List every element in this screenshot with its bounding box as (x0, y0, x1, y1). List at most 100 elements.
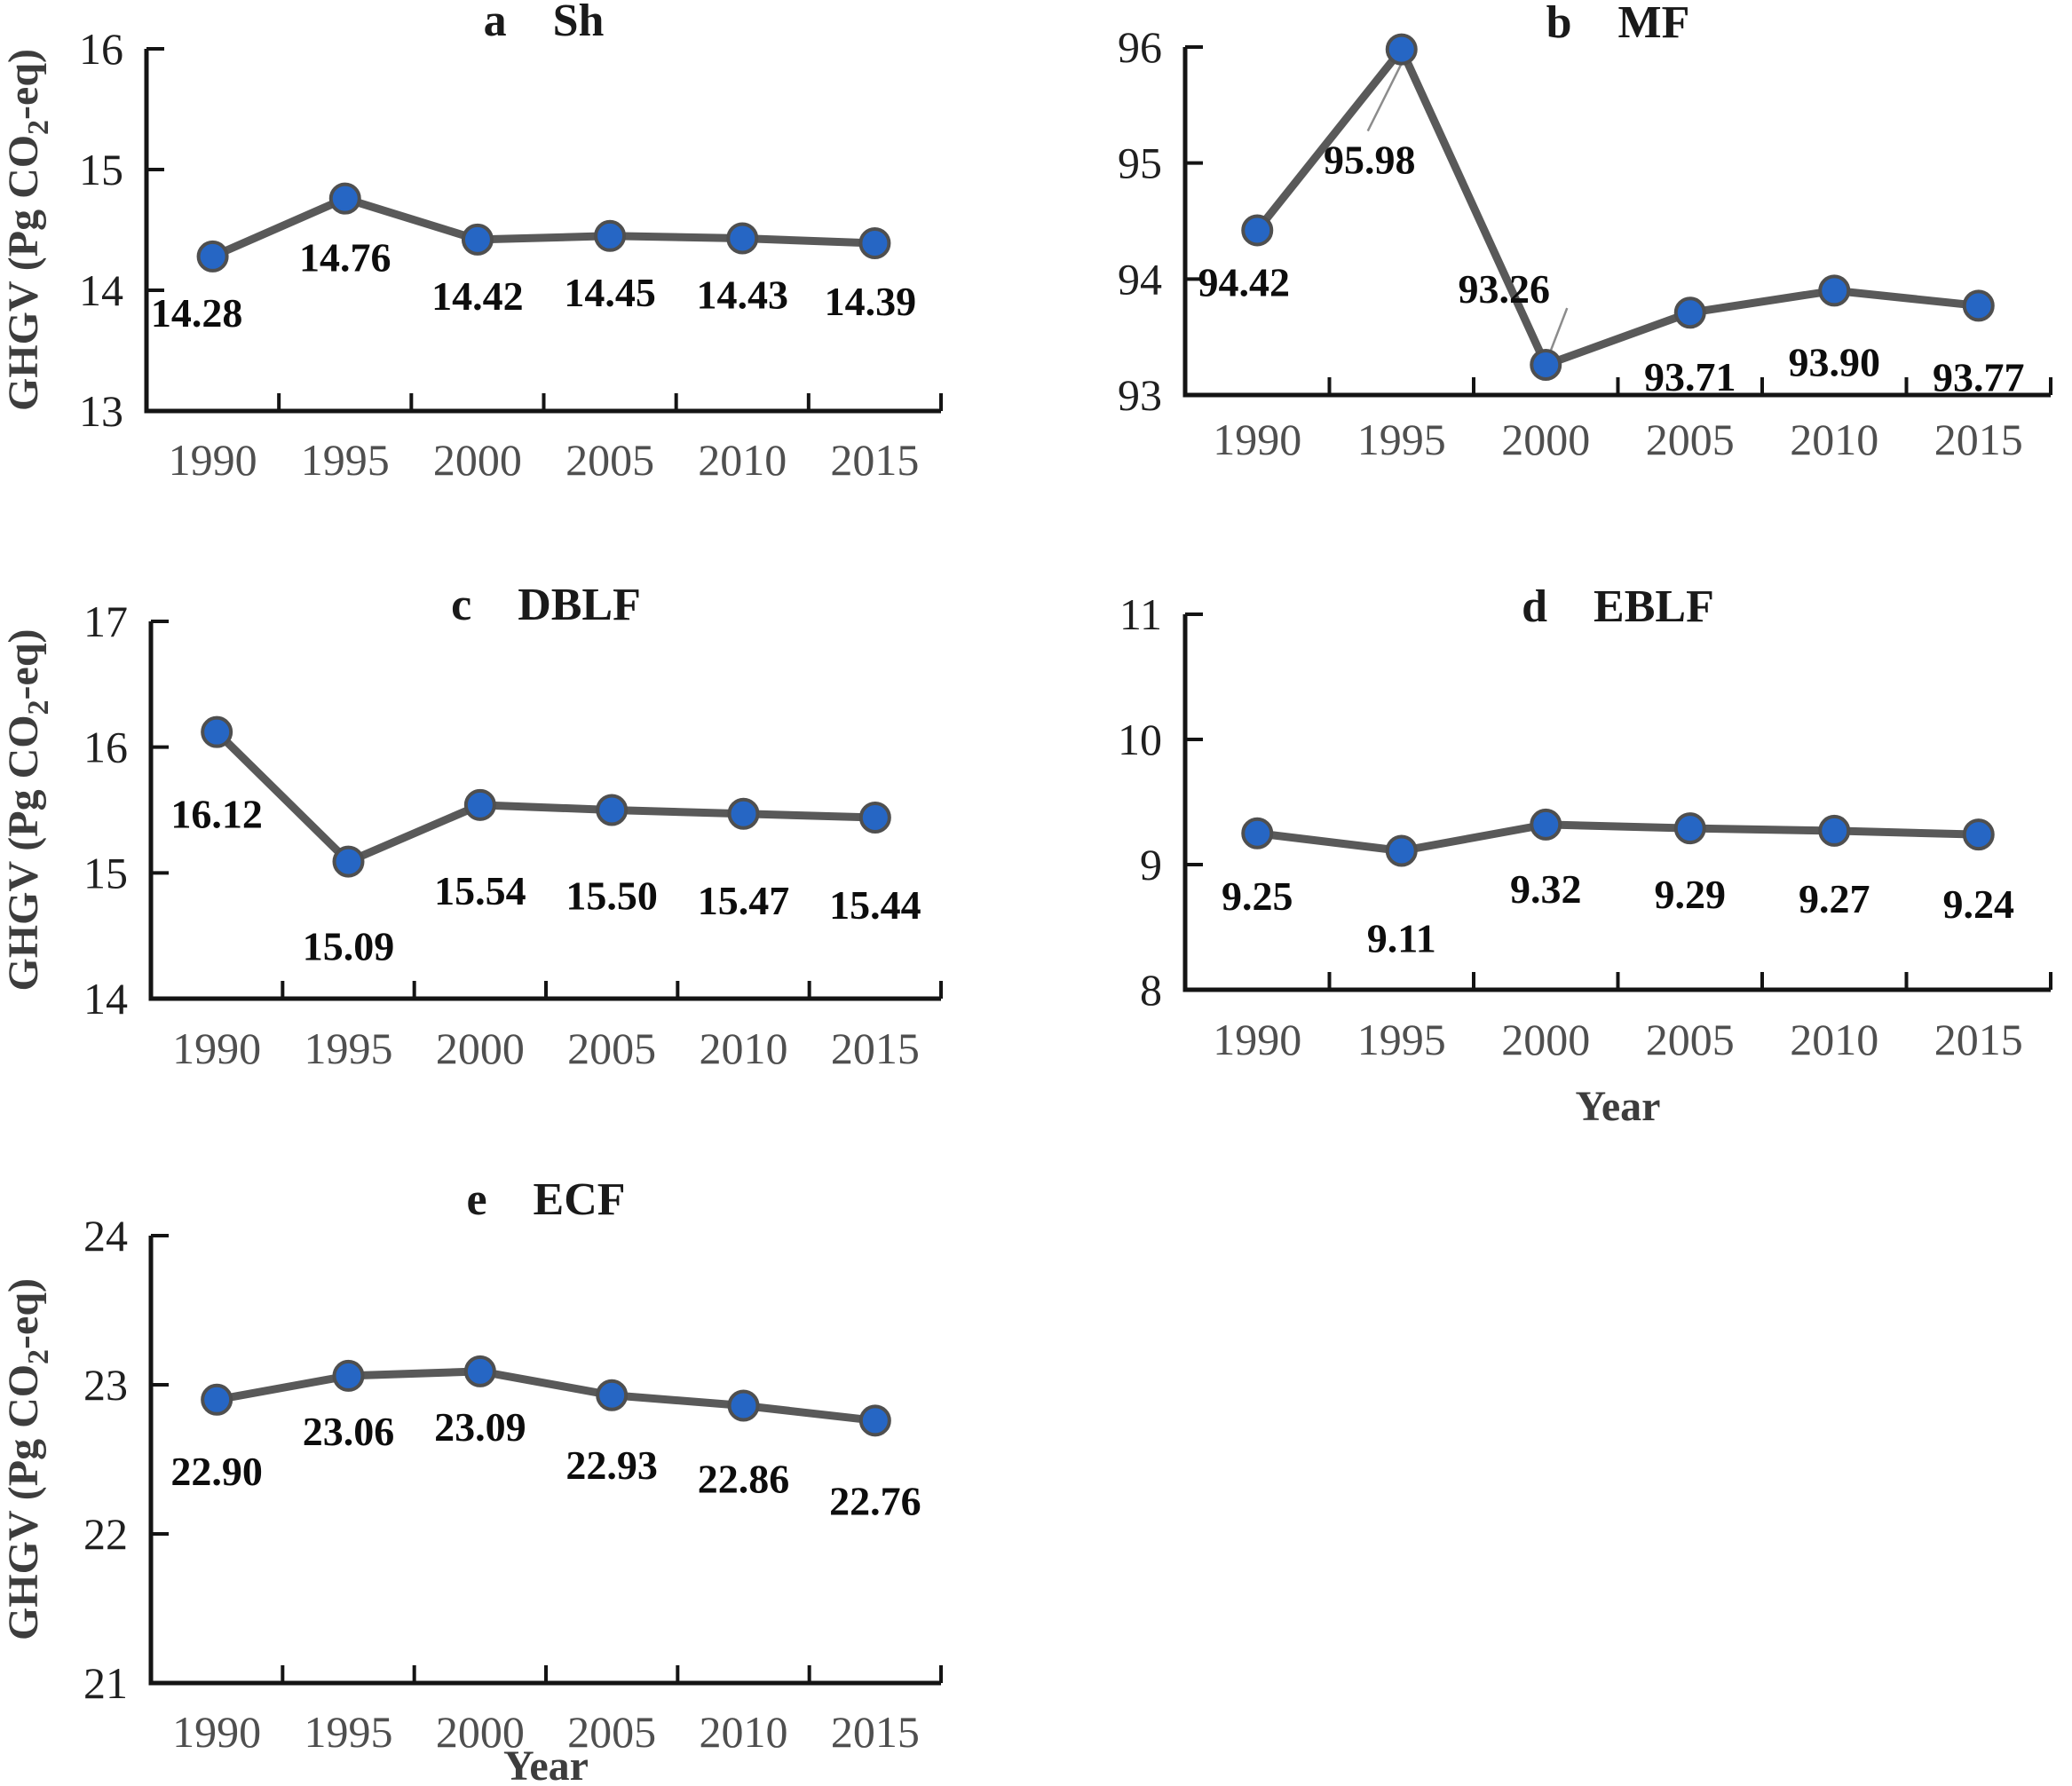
x-tick-label: 1995 (1357, 1015, 1446, 1064)
x-tick-label: 2015 (831, 1707, 920, 1757)
x-tick-label: 2000 (436, 1707, 525, 1757)
data-label: 9.27 (1799, 876, 1870, 921)
data-label: 15.09 (303, 924, 395, 969)
data-label: 93.90 (1789, 339, 1881, 384)
y-tick-label: 16 (79, 24, 123, 74)
x-tick-label: 2000 (1501, 1015, 1590, 1064)
x-tick-label: 2005 (567, 1023, 656, 1073)
y-tick-label: 16 (83, 723, 128, 772)
y-tick-label: 9 (1140, 840, 1162, 889)
x-tick-label: 1990 (1213, 415, 1301, 464)
x-axis-title: Year (1576, 1083, 1661, 1130)
y-axis-title: GHGV (Pg CO2-eq) (0, 49, 55, 411)
data-label: 9.32 (1510, 866, 1582, 912)
data-label: 14.76 (299, 235, 391, 281)
chart-d-plot: d EBLF 11 10 9 8 1990 1995 2000 2005 2010 2015 Year… (1118, 581, 2052, 1130)
y-tick-label: 15 (83, 848, 128, 897)
x-tick-label: 2005 (1646, 1015, 1735, 1064)
x-tick-label: 1990 (172, 1023, 261, 1073)
data-line (209, 194, 879, 261)
data-point (1385, 33, 1418, 66)
x-tick-label: 2015 (830, 435, 919, 485)
x-tick-label: 2010 (700, 1023, 788, 1073)
chart-panel-b: b MF 96 95 94 93 1990 1995 2000 2005 2010 2015 94.4… (1048, 0, 2072, 561)
data-point (726, 222, 759, 255)
data-label: 93.71 (1644, 354, 1736, 399)
data-point (201, 715, 233, 748)
chart-e-plot: e ECF 24 23 22 21 1990 1995 2000 2005 2010 2015 Yea… (0, 1174, 943, 1786)
data-label: 23.06 (303, 1409, 395, 1454)
data-point (1962, 818, 1995, 851)
data-point (596, 794, 629, 826)
data-line (212, 728, 880, 866)
data-point (1385, 834, 1418, 867)
data-label: 22.86 (698, 1457, 790, 1502)
x-tick-label: 2010 (1790, 1015, 1878, 1064)
data-label: 22.90 (170, 1449, 263, 1494)
data-point (332, 845, 365, 878)
chart-a-plot: a Sh 16 15 14 13 1990 1995 2000 2005 2010 2015 GHGV… (0, 0, 943, 485)
data-label: 15.47 (698, 878, 790, 923)
data-point (332, 1359, 365, 1392)
data-label: 14.45 (564, 270, 656, 315)
x-tick-label: 2015 (831, 1023, 920, 1073)
chart-c-plot: c DBLF 17 16 15 14 1990 1995 2000 2005 2010 2015 GH… (0, 580, 943, 1073)
data-label-leader (1366, 63, 1403, 132)
data-point (858, 1404, 891, 1437)
data-point (328, 182, 361, 215)
data-point (858, 802, 891, 834)
data-label: 14.42 (431, 273, 524, 319)
y-tick-label: 23 (83, 1360, 128, 1410)
y-axis-title: GHGV (Pg CO2-eq) (0, 628, 55, 991)
x-tick-label: 2005 (1646, 415, 1735, 464)
data-point (463, 1355, 496, 1387)
data-label: 14.43 (697, 273, 789, 318)
data-line (212, 1367, 880, 1425)
y-tick-label: 94 (1118, 254, 1162, 304)
data-line (1253, 820, 1983, 855)
x-tick-label: 2005 (567, 1707, 656, 1757)
chart-panel-a: a Sh 16 15 14 13 1990 1995 2000 2005 2010 2015 GHGV… (0, 0, 1003, 561)
data-point (1241, 817, 1274, 850)
data-label: 15.44 (829, 882, 921, 928)
x-tick-label: 2000 (433, 435, 522, 485)
y-tick-label: 93 (1118, 370, 1162, 420)
y-tick-label: 24 (83, 1211, 128, 1260)
chart-panel-d: d EBLF 11 10 9 8 1990 1995 2000 2005 2010 2015 Year… (1048, 568, 2072, 1189)
data-label: 94.42 (1198, 259, 1291, 304)
x-tick-label: 1990 (172, 1707, 261, 1757)
y-tick-label: 95 (1118, 138, 1162, 188)
data-point (201, 1383, 233, 1416)
data-label: 95.98 (1324, 138, 1416, 183)
y-tick-label: 96 (1118, 22, 1162, 72)
data-point (1530, 349, 1562, 382)
data-label-leader (1548, 307, 1569, 355)
data-label: 16.12 (170, 792, 263, 837)
x-tick-label: 2015 (1934, 1015, 2023, 1064)
x-tick-label: 1990 (169, 435, 257, 485)
x-tick-label: 1995 (301, 435, 390, 485)
y-tick-label: 17 (83, 597, 128, 646)
y-tick-label: 14 (83, 974, 128, 1023)
data-point (858, 226, 891, 259)
data-point (1962, 289, 1995, 322)
data-point (196, 240, 229, 273)
data-point (1818, 814, 1851, 847)
data-line (1253, 45, 1983, 369)
data-label: 93.77 (1933, 354, 2025, 399)
chart-title: b MF (1546, 0, 1690, 48)
x-tick-label: 2000 (436, 1023, 525, 1073)
data-point (463, 788, 496, 821)
data-label: 14.28 (151, 290, 243, 336)
data-point (727, 1389, 760, 1422)
x-tick-label: 1995 (1357, 415, 1446, 464)
x-tick-label: 1990 (1213, 1015, 1301, 1064)
data-point (1241, 214, 1274, 247)
chart-b-plot: b MF 96 95 94 93 1990 1995 2000 2005 2010 2015 94.4… (1118, 0, 2052, 464)
x-tick-label: 1995 (304, 1707, 393, 1757)
data-label: 22.93 (565, 1442, 658, 1488)
x-tick-label: 2010 (700, 1707, 788, 1757)
data-label: 15.54 (434, 868, 526, 913)
data-point (727, 797, 760, 830)
